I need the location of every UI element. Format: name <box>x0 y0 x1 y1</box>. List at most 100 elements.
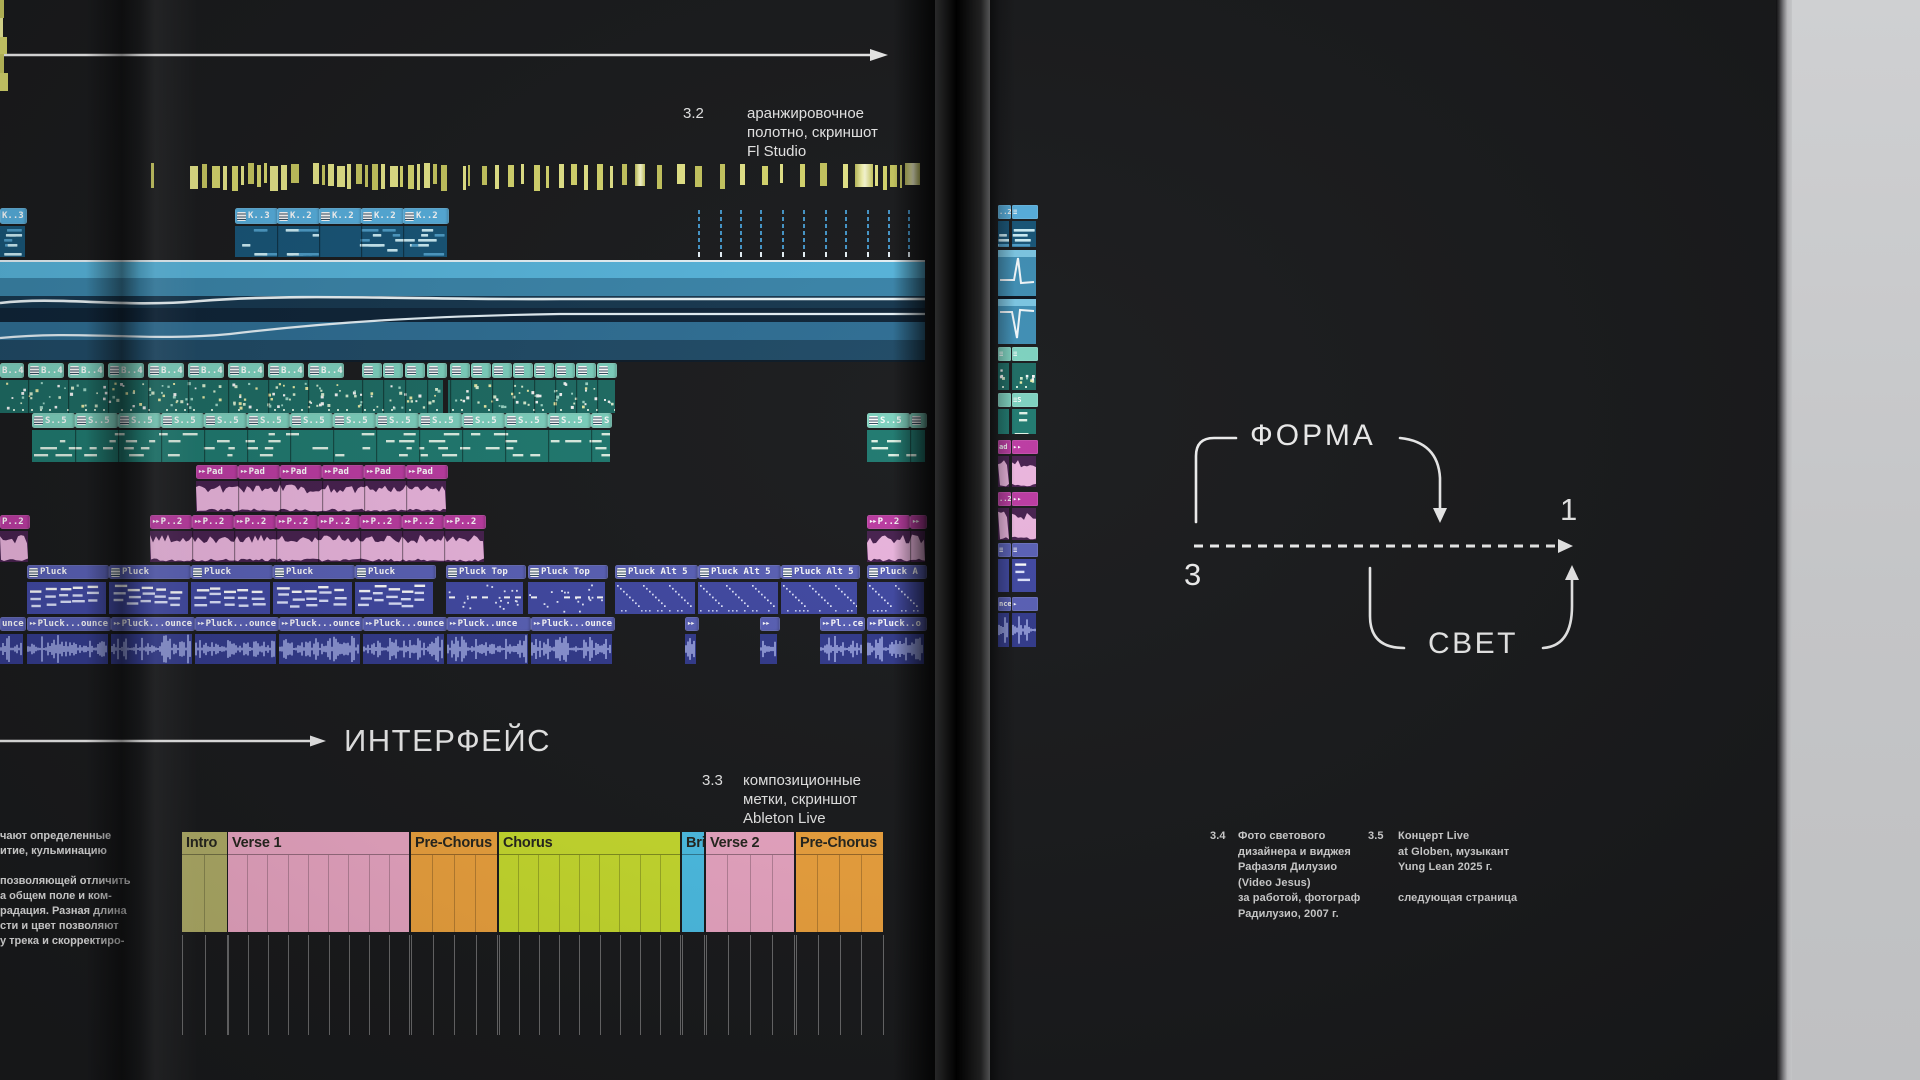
locator-cell <box>840 855 862 932</box>
clip-body-strip <box>196 481 446 512</box>
clip-label: S..5 <box>174 415 196 426</box>
clip-label: Pluck...ounce <box>373 619 445 629</box>
clip-header <box>576 363 596 378</box>
arrangement-section-verse-1: Verse 1 <box>228 832 409 932</box>
play-icon: ▸▸ <box>320 516 328 526</box>
clip-header: K..3 <box>0 208 27 224</box>
grid-line <box>519 935 521 1035</box>
pattern-tick <box>322 165 325 185</box>
clip-label: P..2 <box>2 517 24 527</box>
pattern-tick <box>408 165 414 189</box>
clip-label: P..2 <box>412 517 435 527</box>
clip-label: B..4 <box>121 365 143 376</box>
clip-body <box>447 634 528 664</box>
grid-line <box>409 935 410 1035</box>
ghost-note-tip <box>740 252 742 257</box>
play-icon: ▸▸ <box>869 618 877 628</box>
locator-cell <box>349 855 370 932</box>
clip-label: P..2 <box>328 517 351 527</box>
ghost-note-line <box>782 210 784 253</box>
clip-header-fragment: ▸ <box>1012 597 1038 611</box>
grid-line <box>639 935 641 1035</box>
locator-cell <box>329 855 350 932</box>
play-icon: ▸▸ <box>194 516 202 526</box>
ghost-note-line <box>825 210 827 253</box>
section-cells <box>182 855 227 932</box>
pattern-tick <box>740 164 745 185</box>
clip-label: S..5 <box>518 415 540 426</box>
top-flow-arrow <box>0 49 888 61</box>
clip-label: K..2 <box>416 211 438 221</box>
locator-cell <box>519 855 540 932</box>
ableton-locators-figure: Intro Verse 1 Pre-Chorus Chorus Bri Verse 2 Pr… <box>0 0 935 1080</box>
ghost-note-tip <box>760 252 762 257</box>
clip-header: Pluck <box>273 565 355 579</box>
ghost-note-tip <box>698 252 700 257</box>
clip-label: B..4 <box>201 365 223 376</box>
pattern-tick <box>264 163 267 183</box>
play-icon: ▸▸ <box>281 618 289 628</box>
clip-header: ▸▸ P..2 <box>444 515 486 529</box>
right-page <box>990 0 1776 1080</box>
clip-label: S..5 <box>432 415 454 426</box>
ghost-note-line <box>740 210 742 253</box>
clip-label: Pluck Alt 5 <box>711 567 771 577</box>
locator-cell <box>682 855 704 932</box>
caption-text: аранжировочное полотно, скриншот Fl Stud… <box>747 105 878 160</box>
pattern-tick <box>281 165 287 190</box>
automation-band <box>0 260 925 362</box>
list-icon <box>190 366 199 375</box>
play-icon: ▸▸ <box>869 516 877 526</box>
diagram-number-1: 1 <box>1560 492 1578 527</box>
pattern-tick <box>356 164 362 184</box>
grid-line <box>411 935 412 1035</box>
play-icon: ▸▸ <box>29 618 37 628</box>
clip-header: K..3 <box>235 208 278 224</box>
clip-label: S..5 <box>475 415 497 426</box>
grid-line <box>539 935 541 1035</box>
list-icon <box>557 366 566 375</box>
clip-label: Pluck Top <box>541 567 590 577</box>
clip-header: K..2 <box>403 208 449 224</box>
clip-header-fragment: ▸▸ <box>1012 440 1038 454</box>
clip-header: S..5 <box>376 413 419 428</box>
grid-line <box>288 935 290 1035</box>
pattern-tick <box>0 0 4 18</box>
section-label: Bri <box>682 832 704 855</box>
list-icon <box>405 211 414 221</box>
clip-header: S..5 <box>161 413 204 428</box>
clip-label: Pad <box>206 467 223 477</box>
fl-studio-arrangement-figure: K..3 K..3 K..2 K..2 K..2 K..2 B..4 B..4 B..4 B..4… <box>0 0 935 700</box>
grid-line <box>861 935 863 1035</box>
clip-label: Pluck <box>286 567 314 577</box>
caption-number: 3.2 <box>683 105 704 122</box>
clip-header: ▸▸ P..2 <box>192 515 234 529</box>
margin-body-text: чают определенные итие, кульминацию позв… <box>0 830 131 947</box>
pattern-tick <box>248 163 254 184</box>
clip-body-fragment <box>998 508 1009 540</box>
list-icon <box>30 366 39 375</box>
clip-header: K..2 <box>319 208 362 224</box>
figure-caption-3-2: 3.2 аранжировочное полотно, скриншот Fl … <box>683 104 878 161</box>
list-icon <box>421 416 430 425</box>
clip-label: K..2 <box>332 211 354 221</box>
pattern-tick <box>270 166 278 191</box>
clip-body <box>355 582 433 614</box>
clip-header <box>513 363 533 378</box>
play-icon: ▸▸ <box>408 466 416 476</box>
clip-body-fragment <box>1012 508 1036 540</box>
clip-header: ▸▸ Pad <box>322 465 364 479</box>
clip-body-strip <box>235 226 447 257</box>
pattern-tick <box>695 166 702 187</box>
list-icon <box>385 366 394 375</box>
interface-label: ИНТЕРФЕЙС <box>344 723 552 758</box>
clip-label: P..2 <box>160 517 183 527</box>
clip-header-fragment: ≡ <box>1012 543 1038 557</box>
clip-header: ▸▸ Pad <box>280 465 322 479</box>
list-icon <box>515 366 524 375</box>
clip-header: S..5 <box>290 413 333 428</box>
play-icon: ▸▸ <box>198 466 206 476</box>
clip-label: unce <box>2 619 24 629</box>
clip-header: ▸▸ P..2 <box>276 515 318 529</box>
clip-header-fragment: ≡ <box>998 543 1011 557</box>
